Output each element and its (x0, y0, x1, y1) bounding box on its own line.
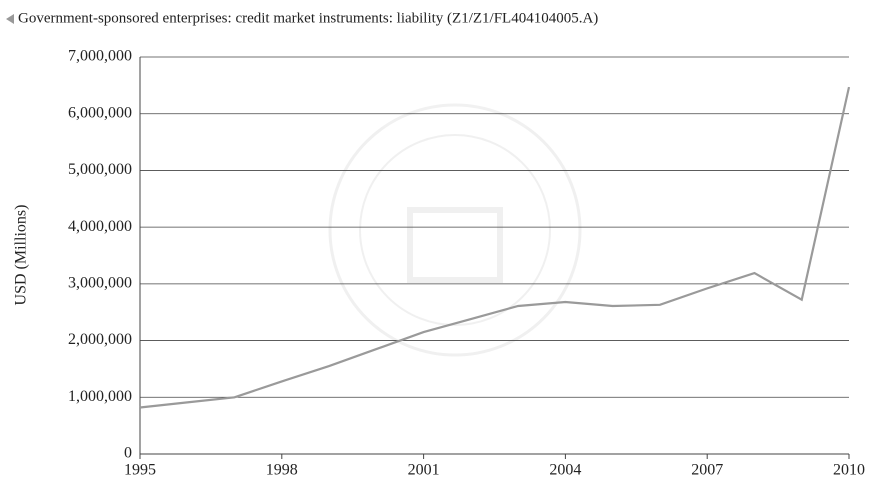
x-tick-label: 2007 (691, 462, 723, 479)
y-tick-label: 3,000,000 (68, 275, 132, 292)
y-tick-label: 5,000,000 (68, 161, 132, 178)
y-tick-label: 7,000,000 (68, 48, 132, 65)
x-tick-label: 1998 (266, 462, 298, 479)
x-tick-label: 2004 (549, 462, 581, 479)
y-tick-label: 2,000,000 (68, 331, 132, 348)
y-axis-label: USD (Millions) (13, 205, 30, 306)
watermark (328, 103, 582, 357)
data-line (139, 86, 851, 409)
y-tick-label: 1,000,000 (68, 388, 132, 405)
title-marker (6, 14, 14, 24)
y-tick-label: 4,000,000 (68, 218, 132, 235)
x-tick-label: 2010 (833, 462, 865, 479)
x-tick-label: 2001 (408, 462, 440, 479)
x-tick-label: 1995 (124, 462, 156, 479)
chart-title: Government-sponsored enterprises: credit… (18, 10, 598, 26)
y-tick-label: 0 (124, 445, 132, 462)
y-tick-label: 6,000,000 (68, 104, 132, 121)
